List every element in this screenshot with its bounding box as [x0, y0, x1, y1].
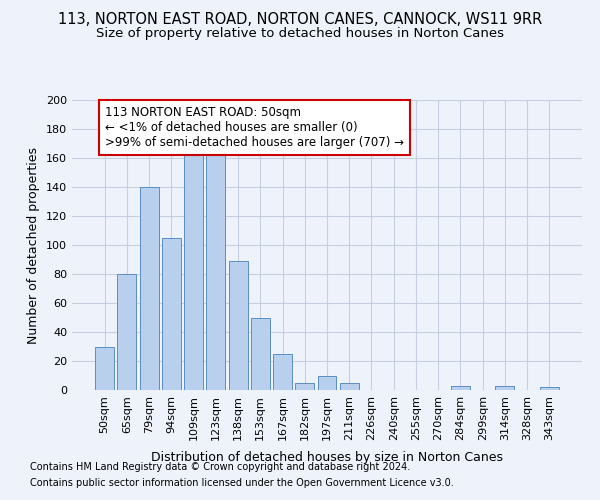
Bar — [206, 154, 225, 390]
Bar — [540, 387, 559, 390]
Bar — [95, 346, 114, 390]
Bar — [496, 386, 514, 390]
X-axis label: Distribution of detached houses by size in Norton Canes: Distribution of detached houses by size … — [151, 451, 503, 464]
Bar — [184, 154, 203, 390]
Y-axis label: Number of detached properties: Number of detached properties — [28, 146, 40, 344]
Bar — [162, 238, 181, 390]
Text: 113, NORTON EAST ROAD, NORTON CANES, CANNOCK, WS11 9RR: 113, NORTON EAST ROAD, NORTON CANES, CAN… — [58, 12, 542, 28]
Bar — [273, 354, 292, 390]
Text: Size of property relative to detached houses in Norton Canes: Size of property relative to detached ho… — [96, 28, 504, 40]
Bar — [340, 383, 359, 390]
Bar — [118, 274, 136, 390]
Bar — [251, 318, 270, 390]
Bar — [317, 376, 337, 390]
Text: Contains public sector information licensed under the Open Government Licence v3: Contains public sector information licen… — [30, 478, 454, 488]
Bar — [140, 187, 158, 390]
Text: 113 NORTON EAST ROAD: 50sqm
← <1% of detached houses are smaller (0)
>99% of sem: 113 NORTON EAST ROAD: 50sqm ← <1% of det… — [104, 106, 404, 149]
Bar — [451, 386, 470, 390]
Bar — [295, 383, 314, 390]
Bar — [229, 261, 248, 390]
Text: Contains HM Land Registry data © Crown copyright and database right 2024.: Contains HM Land Registry data © Crown c… — [30, 462, 410, 472]
